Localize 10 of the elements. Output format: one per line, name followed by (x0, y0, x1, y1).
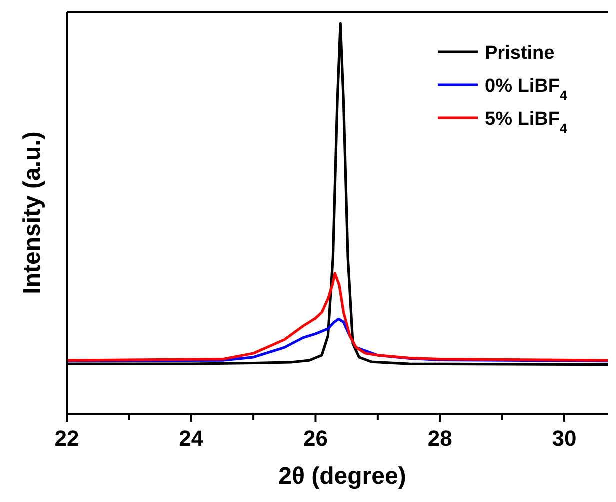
x-tick-label: 26 (303, 426, 328, 451)
legend-label: Pristine (485, 43, 555, 64)
x-tick-label: 24 (179, 426, 204, 451)
x-axis-title: 2θ (degree) (278, 463, 406, 490)
legend-label: 5% LiBF$_{4}$ (485, 109, 568, 136)
x-tick-label: 30 (552, 426, 577, 451)
x-tick-label: 28 (428, 426, 452, 451)
legend-label: 0% LiBF$_{4}$ (485, 76, 568, 102)
y-axis-title: Intensity (a.u.) (19, 132, 46, 294)
x-tick-label: 22 (54, 426, 80, 451)
